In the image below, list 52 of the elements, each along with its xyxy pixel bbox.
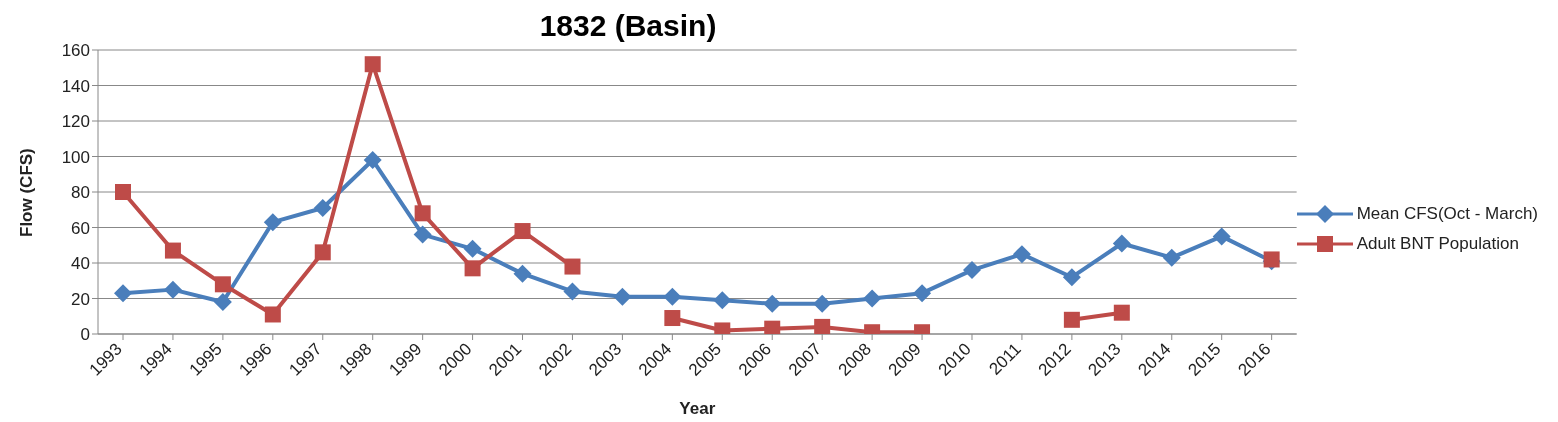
y-tick-label: 40 xyxy=(71,254,90,274)
point xyxy=(413,225,432,244)
point xyxy=(1112,234,1131,253)
y-axis-title: Flow (CFS) xyxy=(17,148,37,237)
y-tick-label: 100 xyxy=(61,147,90,167)
y-tick-label: 120 xyxy=(61,112,90,132)
point xyxy=(763,294,782,313)
point xyxy=(814,318,831,334)
point xyxy=(963,261,981,280)
point xyxy=(663,287,682,306)
point xyxy=(313,198,332,217)
point xyxy=(364,56,381,73)
point xyxy=(564,258,581,275)
y-tick-label: 0 xyxy=(80,325,90,345)
point xyxy=(863,289,882,308)
point xyxy=(463,239,482,258)
point xyxy=(213,293,232,312)
point xyxy=(1063,311,1080,328)
point xyxy=(514,223,531,240)
point xyxy=(1113,304,1130,321)
point xyxy=(764,320,781,334)
point xyxy=(115,184,131,200)
point xyxy=(563,282,582,301)
point xyxy=(214,276,231,293)
point xyxy=(1012,245,1031,264)
x-axis-title: Year xyxy=(679,399,716,418)
point xyxy=(114,284,132,303)
y-tick-label: 20 xyxy=(71,289,90,309)
point xyxy=(414,205,431,222)
chart-title: 1832 (Basin) xyxy=(539,9,717,42)
point xyxy=(913,284,932,303)
point xyxy=(813,294,832,313)
point xyxy=(713,291,732,310)
point xyxy=(163,280,182,299)
point xyxy=(1062,268,1081,287)
point xyxy=(664,310,681,327)
point xyxy=(314,244,331,261)
y-tick-label: 60 xyxy=(71,218,90,238)
point xyxy=(164,242,181,259)
y-tick-label: 160 xyxy=(61,41,90,61)
y-tick-label: 140 xyxy=(61,76,90,96)
point xyxy=(513,264,532,283)
point xyxy=(464,260,481,277)
point xyxy=(264,306,281,323)
point xyxy=(1162,248,1181,267)
point xyxy=(613,287,632,306)
legend-label: Adult BNT Population xyxy=(1356,234,1519,254)
legend-label: Mean CFS(Oct - March) xyxy=(1356,204,1538,224)
point xyxy=(263,213,282,232)
y-tick-label: 80 xyxy=(71,183,90,203)
point xyxy=(1212,227,1231,246)
point xyxy=(363,151,382,170)
